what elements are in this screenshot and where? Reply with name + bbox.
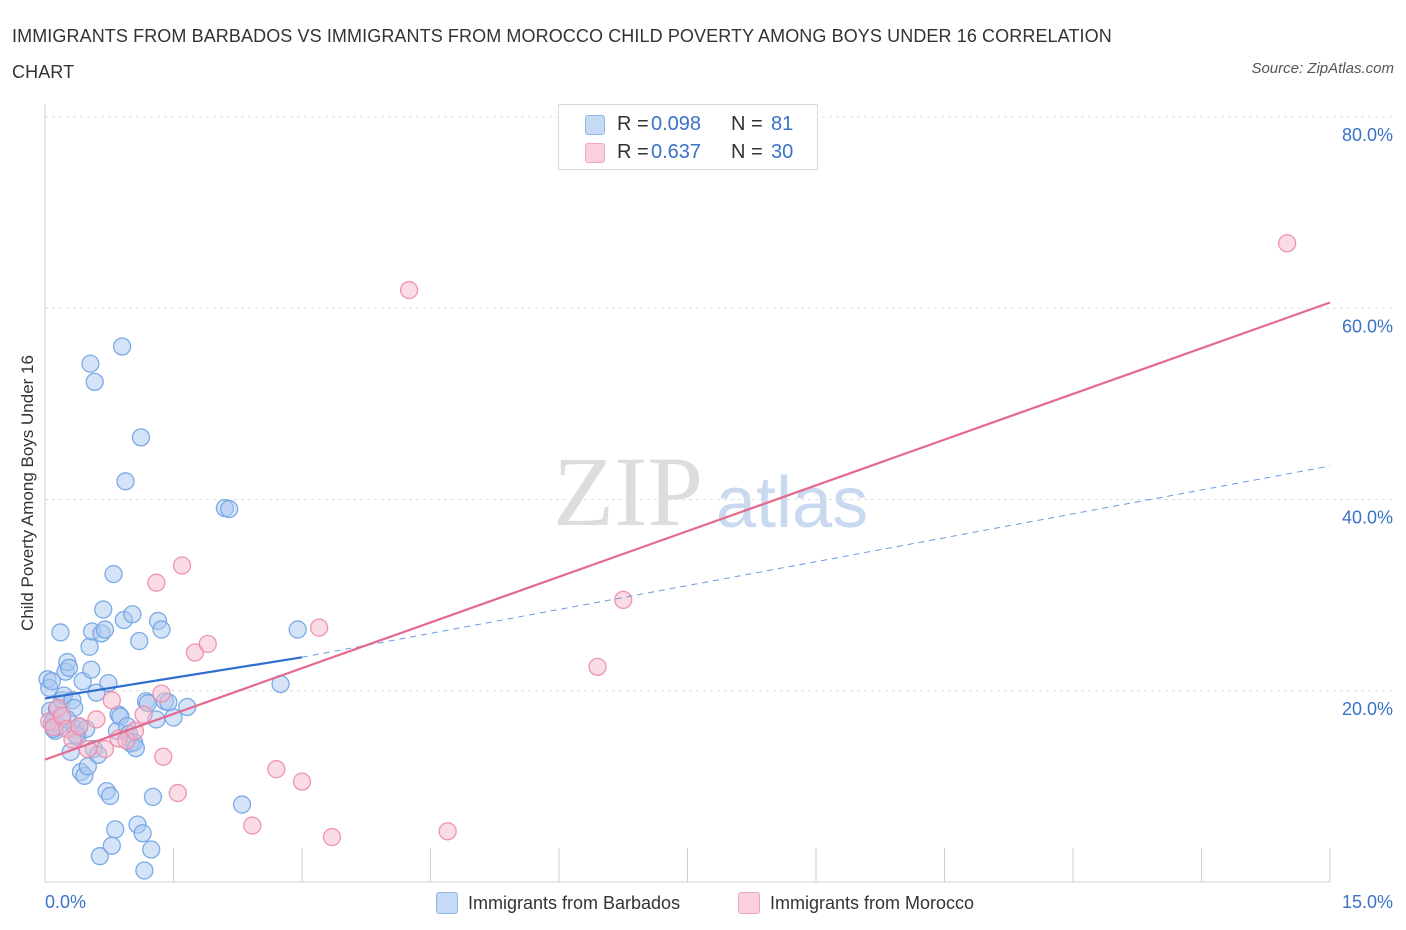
point-morocco [438, 822, 457, 841]
chart-title: IMMIGRANTS FROM BARBADOS VS IMMIGRANTS F… [12, 26, 1112, 82]
point-morocco [614, 590, 633, 610]
point-barbados [42, 672, 62, 691]
y-tick-label: 20.0% [1342, 699, 1393, 719]
point-barbados [135, 861, 154, 880]
point-barbados [116, 472, 135, 491]
x-tick-label: 0.0% [45, 892, 86, 912]
trendline-barbados [301, 465, 1331, 658]
point-morocco [147, 573, 166, 592]
point-morocco [198, 634, 217, 654]
chart-legend: Immigrants from Barbados Immigrants from… [0, 890, 1406, 916]
point-barbados [82, 660, 101, 679]
point-barbados [152, 620, 171, 639]
point-barbados [142, 840, 161, 859]
point-barbados [133, 824, 152, 843]
watermark: ZIP atlas [553, 436, 868, 547]
point-barbados [59, 658, 79, 677]
n-label: N = [731, 141, 763, 163]
correlation-stats-box: R = 0.098 N = 81 R = 0.637 N = 30 [558, 104, 818, 170]
trendlines [44, 301, 1331, 761]
y-tick-label: 40.0% [1342, 508, 1393, 528]
n-value: 30 [771, 141, 794, 163]
point-barbados [232, 795, 252, 814]
x-tick-label: 15.0% [1342, 892, 1393, 912]
source-label: Source: ZipAtlas.com [1251, 60, 1394, 77]
trendline-barbados [44, 656, 303, 700]
point-barbados [85, 372, 104, 392]
point-barbados [104, 564, 123, 584]
point-morocco [168, 783, 187, 803]
gridlines [45, 116, 1392, 692]
point-barbados [123, 605, 142, 624]
point-barbados [90, 847, 109, 866]
y-tick-label: 60.0% [1342, 316, 1393, 336]
point-barbados [81, 354, 100, 373]
r-label: R = [617, 141, 649, 163]
point-morocco [267, 760, 286, 779]
morocco-swatch [585, 143, 605, 163]
barbados-swatch [585, 115, 605, 135]
trendline-morocco [44, 301, 1331, 761]
legend-label-barbados: Immigrants from Barbados [468, 893, 681, 913]
point-morocco [399, 280, 419, 300]
point-barbados [94, 600, 113, 619]
r-label: R = [617, 113, 649, 135]
point-barbados [80, 637, 99, 656]
point-morocco [322, 827, 342, 847]
watermark-zip: ZIP [553, 436, 703, 547]
point-barbados [288, 620, 307, 639]
point-barbados [143, 787, 163, 807]
legend-swatch-barbados [436, 892, 458, 914]
point-morocco [588, 657, 607, 676]
point-morocco [172, 556, 192, 575]
point-morocco [292, 772, 312, 791]
point-morocco [1278, 234, 1297, 253]
point-barbados [100, 786, 120, 806]
r-value: 0.637 [651, 141, 702, 163]
point-morocco [309, 618, 329, 637]
legend-swatch-morocco [738, 892, 760, 914]
point-morocco [152, 684, 171, 703]
point-barbados [130, 631, 149, 651]
legend-label-morocco: Immigrants from Morocco [770, 893, 975, 913]
point-morocco [243, 816, 262, 835]
data-points [38, 234, 1297, 880]
y-tick-label: 80.0% [1342, 125, 1393, 145]
x-axis-tick-labels: 0.0% 15.0% [45, 892, 1393, 912]
point-barbados [51, 623, 70, 642]
r-value: 0.098 [651, 113, 702, 135]
n-value: 81 [771, 113, 794, 135]
n-label: N = [731, 113, 763, 135]
point-barbados [220, 499, 239, 519]
point-barbados [102, 836, 121, 855]
point-barbados [106, 820, 125, 839]
point-morocco [154, 747, 173, 766]
point-morocco [70, 716, 89, 736]
point-barbados [95, 620, 115, 639]
point-barbados [131, 428, 151, 447]
point-morocco [95, 739, 115, 759]
point-morocco [185, 643, 205, 662]
point-morocco [102, 691, 121, 710]
point-barbados [112, 337, 132, 356]
x-axis-ticks [173, 848, 1331, 882]
y-axis-tick-labels: 20.0% 40.0% 60.0% 80.0% [1342, 125, 1393, 719]
point-morocco [134, 705, 153, 724]
point-morocco [87, 710, 106, 729]
